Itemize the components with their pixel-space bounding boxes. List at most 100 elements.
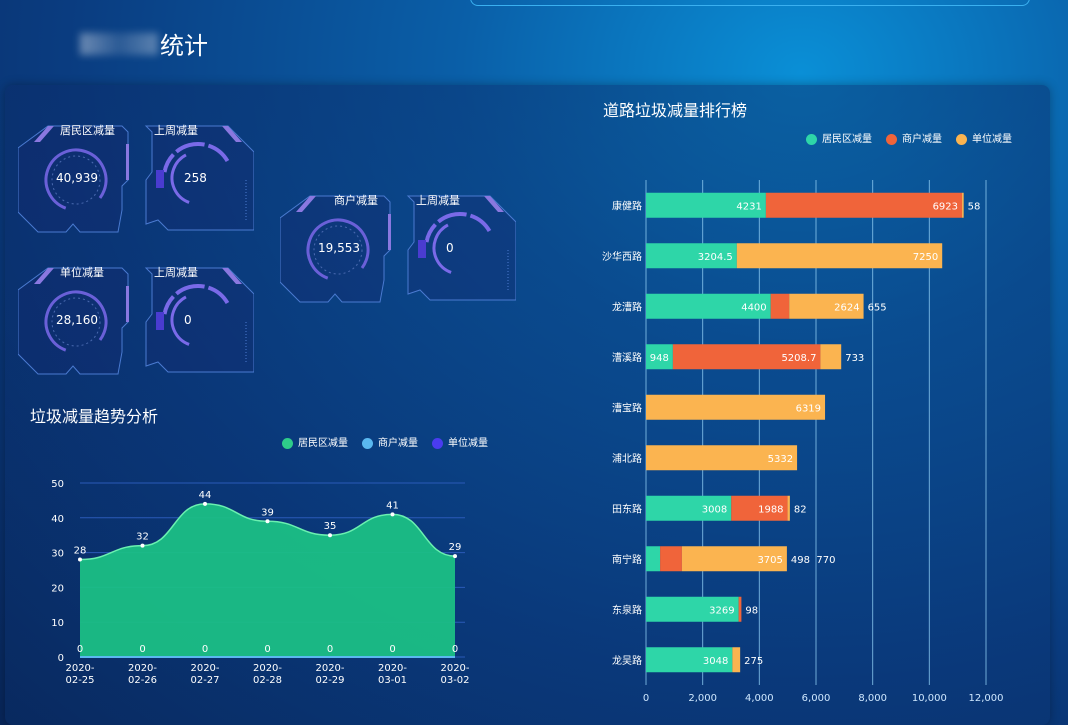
x-tick-label: 03-01 — [378, 675, 407, 686]
legend-item[interactable]: 单位减量 — [956, 130, 1012, 145]
gauge-card: 商户减量 上周减量 19,553 0 — [280, 190, 516, 308]
legend-item[interactable]: 居民区减量 — [806, 130, 872, 145]
x-tick-label: 02-29 — [315, 675, 344, 686]
x-tick-label: 02-25 — [65, 675, 94, 686]
y-tick-label: 0 — [58, 653, 64, 664]
x-tick-label: 2020- — [378, 663, 407, 674]
x-tick-label: 8,000 — [858, 693, 887, 704]
y-category-label: 沙华西路 — [602, 250, 642, 263]
gauge-value: 40,939 — [56, 171, 98, 185]
bar-value-label: 948 — [650, 353, 669, 364]
bar-value-label: 4400 — [741, 302, 766, 313]
legend-item[interactable]: 居民区减量 — [282, 434, 348, 449]
gauge-week-value: 0 — [184, 313, 192, 327]
data-point — [140, 543, 145, 548]
bar-value-label: 770 — [816, 555, 835, 566]
bar-segment — [646, 243, 737, 269]
x-tick-label: 10,000 — [912, 693, 947, 704]
series-area — [80, 503, 455, 657]
x-tick-label: 2020- — [190, 663, 219, 674]
x-tick-label: 2,000 — [688, 693, 717, 704]
y-tick-label: 40 — [51, 514, 64, 525]
bar-segment — [732, 647, 741, 673]
data-label: 0 — [264, 644, 270, 655]
bar-value-label: 6923 — [933, 201, 958, 212]
data-label: 29 — [449, 542, 462, 553]
data-point — [203, 501, 207, 506]
bar-value-label: 6319 — [796, 403, 821, 414]
x-tick-label: 03-02 — [440, 675, 469, 686]
x-tick-label: 0 — [643, 693, 649, 704]
gauge-card: 居民区减量 上周减量 40,939 258 — [18, 120, 254, 238]
page-title: 统计 — [80, 26, 208, 61]
bar-value-label: 275 — [744, 656, 763, 667]
bar-value-label: 3008 — [702, 504, 727, 515]
legend-item[interactable]: 单位减量 — [432, 434, 488, 449]
x-tick-label: 6,000 — [802, 693, 831, 704]
top-frame — [470, 0, 1030, 6]
y-category-label: 浦北路 — [612, 452, 642, 465]
x-tick-label: 12,000 — [969, 693, 1004, 704]
y-category-label: 南宁路 — [612, 553, 642, 566]
bar-segment — [660, 546, 682, 572]
legend-item[interactable]: 商户减量 — [362, 434, 418, 449]
ranking-chart: 0 2,000 4,000 6,000 8,000 10,000 12,000 康健路 4231… — [602, 180, 1004, 704]
bar-segment — [672, 344, 821, 370]
y-category-label: 龙吴路 — [612, 654, 642, 667]
bar-segment — [646, 445, 798, 471]
gauge-week-value: 0 — [446, 241, 454, 255]
bar-value-label: 655 — [868, 302, 887, 313]
y-category-label: 田东路 — [612, 502, 642, 515]
bar-segment — [731, 495, 788, 521]
bar-value-label: 58 — [968, 201, 981, 212]
bar-segment — [736, 243, 943, 269]
bar-segment — [646, 546, 661, 572]
data-label: 35 — [324, 521, 337, 532]
obscured-text — [80, 32, 158, 55]
y-tick-label: 50 — [51, 479, 64, 490]
data-label: 39 — [261, 507, 274, 518]
y-category-label: 漕宝路 — [612, 401, 642, 414]
data-label: 0 — [77, 644, 83, 655]
x-tick-label: 02-27 — [190, 675, 219, 686]
ranking-legend: 居民区减量 商户减量 单位减量 — [806, 130, 1012, 145]
bar-segment — [787, 495, 790, 521]
gauge-week-label: 上周减量 — [416, 194, 460, 207]
bar-value-label: 3269 — [709, 605, 734, 616]
y-category-label: 龙漕路 — [612, 300, 642, 313]
bar-value-label: 82 — [794, 504, 807, 515]
data-label: 41 — [386, 500, 399, 511]
y-category-label: 康健路 — [612, 199, 642, 212]
bar-segment — [646, 192, 766, 218]
legend-item[interactable]: 商户减量 — [886, 130, 942, 145]
bar-value-label: 3705 — [757, 555, 782, 566]
bar-value-label: 4231 — [736, 201, 761, 212]
gauge-frame — [280, 195, 516, 303]
bar-segment — [738, 596, 742, 622]
bar-segment — [765, 192, 963, 218]
x-tick-label: 2020- — [65, 663, 94, 674]
bar-segment — [820, 344, 842, 370]
trend-legend: 居民区减量 商户减量 单位减量 — [282, 434, 488, 449]
data-point — [390, 512, 395, 517]
bar-value-label: 2624 — [834, 302, 859, 313]
gauge-label: 居民区减量 — [60, 124, 115, 137]
x-tick-label: 02-26 — [128, 675, 157, 686]
y-category-label: 东泉路 — [612, 603, 642, 616]
gauge-value: 28,160 — [56, 313, 98, 327]
y-tick-label: 10 — [51, 618, 64, 629]
y-tick-label: 30 — [51, 549, 64, 560]
data-label: 28 — [74, 546, 87, 557]
x-tick-label: 2020- — [440, 663, 469, 674]
x-tick-label: 2020- — [128, 663, 157, 674]
bar-segment — [770, 293, 790, 319]
bar-segment — [646, 293, 771, 319]
bar-segment — [681, 546, 787, 572]
gauge-frame — [18, 125, 254, 233]
y-category-label: 漕溪路 — [612, 351, 642, 364]
bar-segment — [646, 394, 826, 420]
bar-segment — [646, 647, 733, 673]
gauge-week-label: 上周减量 — [154, 266, 198, 279]
gauge-week-value: 258 — [184, 171, 207, 185]
bar-value-label: 1988 — [758, 504, 783, 515]
